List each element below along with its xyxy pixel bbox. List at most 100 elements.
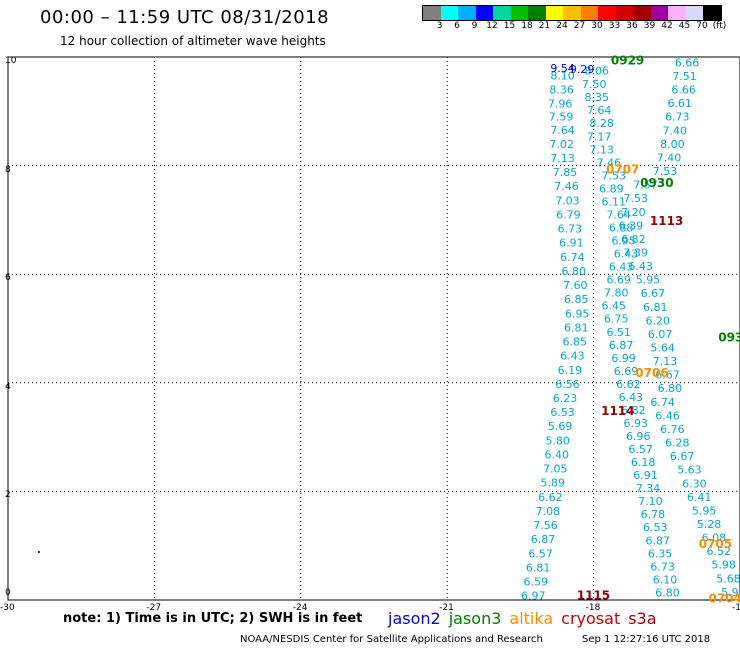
color-swatch-14 — [668, 6, 686, 20]
swh-value: 7.10 — [638, 495, 663, 508]
color-swatch-10 — [598, 6, 616, 20]
legend-altika: altika — [509, 609, 554, 628]
color-swatch-5 — [510, 6, 528, 20]
color-scale-label: 33 — [608, 21, 621, 31]
swh-value: 7.56 — [533, 519, 558, 532]
page-title: 00:00 – 11:59 UTC 08/31/2018 — [40, 7, 330, 28]
credit-line: NOAA/NESDIS Center for Satellite Applica… — [240, 634, 543, 645]
plot-frame — [7, 56, 740, 601]
swh-value: 6.11 — [602, 195, 627, 208]
swh-value: 7.03 — [555, 194, 580, 207]
swh-value: 5.95 — [636, 274, 661, 287]
swh-value: 7.13 — [550, 152, 575, 165]
swh-value: 6.53 — [643, 521, 668, 534]
swh-value: 6.57 — [628, 443, 653, 456]
y-tick-label: 2 — [5, 490, 11, 501]
swh-value: 8.36 — [549, 84, 574, 97]
swh-value: 9.29 — [570, 63, 595, 76]
swh-value: 7.20 — [621, 206, 646, 219]
swh-value: 5.98 — [711, 559, 736, 572]
color-scale-label: 3 — [436, 21, 443, 31]
swh-value: 5.95 — [692, 504, 717, 517]
swh-value: 6.87 — [609, 339, 634, 352]
color-scale-label: 18 — [521, 21, 533, 31]
color-swatch-3 — [475, 6, 493, 20]
swh-value: 6.43 — [628, 260, 653, 273]
swh-value: 5.89 — [541, 477, 566, 490]
x-tick-label: -24 — [292, 603, 308, 613]
swh-value: 7.80 — [604, 287, 629, 300]
swh-value: 7.46 — [554, 180, 579, 193]
color-swatch-12 — [633, 6, 651, 20]
color-scale-label: 6 — [454, 21, 460, 31]
swh-value: 7.34 — [636, 482, 661, 495]
swh-value: 6.53 — [550, 406, 575, 419]
swh-value: 6.08 — [702, 532, 727, 545]
color-scale-bar — [422, 5, 722, 21]
swh-value: 6.30 — [682, 477, 707, 490]
x-tick-label: -21 — [439, 603, 454, 613]
swh-value: 6.67 — [655, 369, 680, 382]
swh-value: 5.91 — [721, 586, 740, 599]
swh-value: 6.56 — [555, 378, 580, 391]
color-scale-label: 36 — [626, 21, 638, 31]
swh-value: 7.50 — [582, 78, 607, 91]
y-tick-label: 0 — [5, 588, 11, 598]
units-note: note: 1) Time is in UTC; 2) SWH is in fe… — [63, 611, 363, 626]
swh-value: 7.02 — [549, 138, 574, 151]
color-scale-label: 27 — [573, 21, 586, 31]
swh-value: 6.46 — [655, 409, 680, 422]
swh-value: 7.64 — [587, 104, 612, 117]
swh-value: 6.10 — [653, 573, 678, 586]
pass-time-label: 1115 — [577, 589, 610, 603]
swh-value: 6.69 — [606, 274, 631, 287]
swh-value: 7.08 — [536, 505, 561, 518]
color-scale-label: 15 — [503, 21, 516, 31]
swh-value: 6.39 — [619, 219, 644, 232]
swh-value: 6.99 — [611, 352, 636, 365]
swh-value: 6.23 — [553, 392, 578, 405]
swh-value: 6.80 — [562, 265, 587, 278]
swh-value: 6.81 — [643, 301, 668, 314]
swh-value: 6.81 — [564, 321, 589, 334]
x-tick-label: -27 — [146, 603, 162, 613]
swh-value: 6.62 — [616, 378, 641, 391]
swh-value: 6.80 — [655, 586, 680, 599]
swh-value: 6.87 — [531, 533, 556, 546]
color-scale-label: 30 — [591, 21, 603, 31]
swh-value: 6.95 — [611, 235, 636, 248]
swh-value: 6.18 — [631, 456, 656, 469]
swh-value: 6.43 — [614, 248, 639, 261]
pass-time-label: 0704 — [708, 591, 740, 605]
swh-value: 6.76 — [660, 423, 685, 436]
pass-time-label: 0707 — [606, 162, 639, 176]
swh-value: 6.89 — [599, 182, 624, 195]
swh-value: 6.85 — [564, 293, 589, 306]
swh-value: 7.59 — [549, 111, 574, 124]
grid-lines — [8, 57, 740, 600]
swh-value: 8.10 — [550, 69, 575, 82]
swh-value: 6.66 — [675, 56, 700, 69]
color-scale-label: 39 — [643, 21, 656, 31]
satellite-legend: jason2 jason3 altika cryosat s3a — [388, 609, 665, 628]
color-scale-label: 12 — [486, 21, 498, 31]
swh-value: 7.13 — [589, 143, 614, 156]
swh-value: 6.73 — [650, 560, 675, 573]
swh-value: 6.66 — [671, 84, 696, 97]
swh-value: 5.63 — [677, 464, 702, 477]
pass-time-label: 0931 — [718, 331, 740, 345]
swh-value: 6.43 — [560, 350, 585, 363]
color-scale-label: 21 — [538, 21, 551, 31]
swh-value: 5.68 — [716, 572, 740, 585]
swh-value: 6.87 — [645, 534, 670, 547]
swh-value: 6.97 — [521, 590, 546, 603]
swh-value: 7.53 — [602, 169, 627, 182]
legend-cryosat: cryosat — [561, 609, 621, 628]
swh-value: 6.74 — [560, 251, 585, 264]
swh-value: 6.67 — [641, 287, 666, 300]
swh-value: 7.39 — [624, 246, 649, 259]
swh-value: 8.06 — [584, 65, 609, 78]
swh-value: 5.69 — [548, 420, 573, 433]
swh-value: 6.28 — [665, 437, 690, 450]
